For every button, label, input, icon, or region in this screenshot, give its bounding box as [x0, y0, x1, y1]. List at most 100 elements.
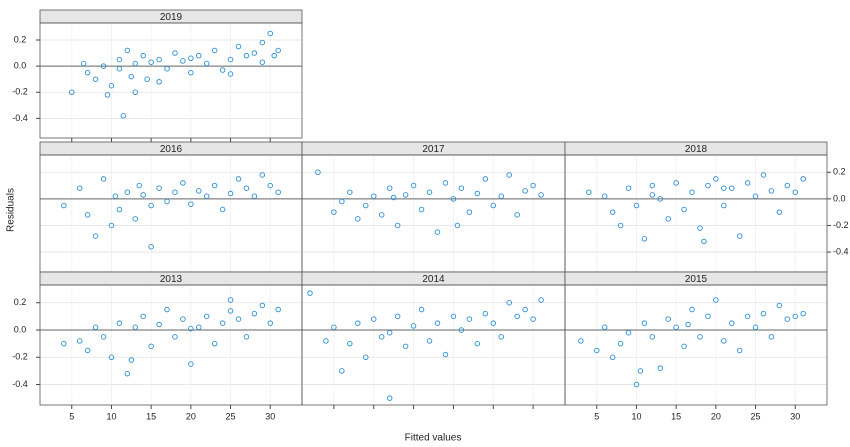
- data-point: [243, 334, 250, 340]
- data-point: [386, 185, 393, 191]
- data-point: [370, 193, 377, 199]
- data-point: [100, 63, 107, 69]
- data-point: [227, 297, 234, 303]
- y-tick-label: -0.2: [833, 220, 849, 230]
- strip-title: 2017: [422, 144, 445, 155]
- data-point: [601, 193, 608, 199]
- data-point: [768, 334, 775, 340]
- data-point: [752, 193, 759, 199]
- data-point: [156, 79, 162, 85]
- data-point: [188, 325, 194, 332]
- data-point: [164, 306, 170, 313]
- data-point: [188, 201, 194, 207]
- data-point: [768, 188, 775, 194]
- data-point: [418, 306, 425, 313]
- x-axis-title: Fitted values: [405, 433, 462, 444]
- data-point: [681, 206, 687, 213]
- data-point: [227, 71, 234, 77]
- data-point: [410, 323, 417, 329]
- data-point: [784, 182, 791, 189]
- data-point: [275, 306, 281, 313]
- data-point: [410, 182, 417, 189]
- data-point: [355, 216, 361, 222]
- data-point: [196, 52, 202, 59]
- data-point: [211, 47, 218, 54]
- data-point: [251, 310, 258, 317]
- strip-title: 2014: [422, 274, 445, 285]
- data-point: [188, 69, 194, 76]
- data-point: [196, 188, 202, 194]
- data-point: [124, 47, 131, 54]
- data-point: [144, 76, 150, 82]
- strip-title: 2013: [160, 274, 183, 285]
- data-point: [132, 216, 139, 222]
- data-point: [450, 196, 457, 202]
- data-point: [76, 185, 83, 191]
- data-point: [426, 338, 433, 344]
- data-point: [323, 338, 329, 344]
- data-point: [84, 347, 91, 354]
- data-point: [116, 65, 123, 72]
- data-point: [243, 52, 250, 59]
- data-point: [251, 193, 258, 199]
- y-tick-label: -0.2: [12, 87, 28, 97]
- data-point: [116, 56, 123, 63]
- data-point: [370, 316, 377, 322]
- data-point: [363, 354, 369, 361]
- data-point: [219, 206, 226, 213]
- data-point: [108, 82, 115, 89]
- data-point: [641, 320, 648, 326]
- data-point: [641, 236, 648, 242]
- x-tick-label: 20: [186, 411, 196, 421]
- x-tick-label: 25: [751, 411, 761, 421]
- data-point: [235, 43, 242, 50]
- data-point: [394, 313, 401, 320]
- data-point: [633, 202, 640, 209]
- x-tick-label: 25: [226, 411, 236, 421]
- data-point: [474, 340, 481, 347]
- data-point: [259, 39, 266, 46]
- data-point: [689, 306, 695, 313]
- data-point: [363, 202, 369, 209]
- data-point: [61, 340, 67, 347]
- data-point: [450, 313, 457, 320]
- data-point: [275, 47, 281, 54]
- data-point: [402, 343, 409, 350]
- data-point: [331, 209, 337, 215]
- data-point: [538, 192, 544, 198]
- data-point: [744, 313, 751, 320]
- data-point: [713, 176, 719, 182]
- data-point: [705, 313, 711, 320]
- data-point: [203, 60, 210, 67]
- data-point: [267, 320, 273, 326]
- data-point: [227, 56, 234, 63]
- data-point: [172, 334, 178, 340]
- data-point: [665, 316, 671, 322]
- data-point: [609, 209, 616, 215]
- data-point: [482, 176, 489, 182]
- data-point: [219, 67, 226, 73]
- data-point: [530, 316, 536, 322]
- data-point: [578, 338, 584, 344]
- data-point: [275, 189, 281, 195]
- data-point: [538, 297, 544, 303]
- data-point: [434, 229, 441, 235]
- data-point: [760, 172, 767, 178]
- data-point: [474, 190, 481, 197]
- data-point: [180, 316, 186, 322]
- data-point: [172, 50, 178, 56]
- data-point: [203, 313, 210, 320]
- data-point: [347, 189, 353, 195]
- data-point: [243, 185, 250, 191]
- data-point: [259, 172, 266, 178]
- x-tick-label: 15: [671, 411, 681, 421]
- x-tick-label: 5: [69, 411, 74, 421]
- data-point: [466, 209, 473, 215]
- data-point: [331, 324, 337, 331]
- data-point: [124, 370, 131, 377]
- data-point: [637, 368, 644, 374]
- y-tick-label: 0.0: [14, 324, 27, 334]
- data-point: [625, 329, 632, 336]
- data-point: [466, 316, 473, 322]
- data-point: [116, 206, 123, 213]
